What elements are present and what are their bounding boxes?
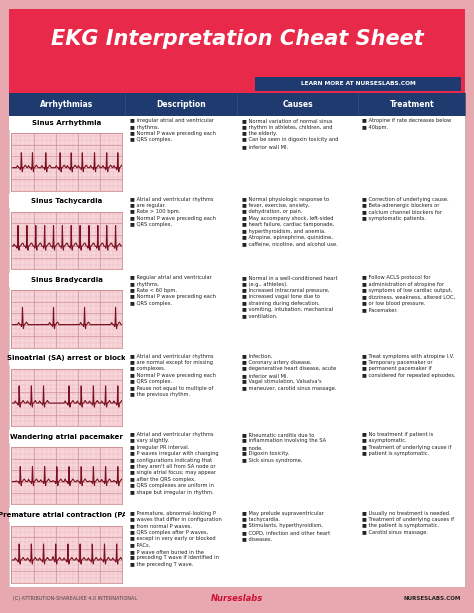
Text: Treatment: Treatment bbox=[390, 100, 434, 109]
Text: EKG Interpretation Cheat Sheet: EKG Interpretation Cheat Sheet bbox=[51, 29, 423, 49]
Text: Premature atrial contraction (PAC): Premature atrial contraction (PAC) bbox=[0, 512, 136, 518]
Text: ■ Correction of underlying cause.
■ Beta-adrenergic blockers or
■ calcium channe: ■ Correction of underlying cause. ■ Beta… bbox=[363, 197, 449, 221]
Text: LEARN MORE AT NURSESLABS.COM: LEARN MORE AT NURSESLABS.COM bbox=[301, 82, 416, 86]
Text: (C) ATTRIBUTION-SHAREALIKE 4.0 INTERNATIONAL: (C) ATTRIBUTION-SHAREALIKE 4.0 INTERNATI… bbox=[13, 596, 137, 601]
Text: Description: Description bbox=[156, 100, 206, 109]
Text: ■ Atrial and ventricular rhythms
■ are regular.
■ Rate > 100 bpm.
■ Normal P wav: ■ Atrial and ventricular rhythms ■ are r… bbox=[129, 197, 215, 227]
Text: Sinus Bradycardia: Sinus Bradycardia bbox=[31, 276, 103, 283]
Text: Nurseslabs: Nurseslabs bbox=[211, 594, 263, 603]
Text: ■ Regular atrial and ventricular
■ rhythms.
■ Rate < 60 bpm.
■ Normal P wave pre: ■ Regular atrial and ventricular ■ rhyth… bbox=[129, 275, 215, 306]
Text: ■ Atrial and ventricular rhythms
■ vary slightly.
■ Irregular PR interval.
■ P w: ■ Atrial and ventricular rhythms ■ vary … bbox=[129, 432, 218, 495]
Text: ■ Normal in a well-conditioned heart
■ (e.g., athletes).
■ Increased intracrania: ■ Normal in a well-conditioned heart ■ (… bbox=[242, 275, 337, 319]
Bar bbox=[255, 77, 461, 91]
Text: ■ Normal variation of normal sinus
■ rhythm in athletes, children, and
■ the eld: ■ Normal variation of normal sinus ■ rhy… bbox=[242, 118, 338, 149]
Text: Sinoatrial (SA) arrest or block: Sinoatrial (SA) arrest or block bbox=[8, 355, 126, 361]
Text: ■ Usually no treatment is needed.
■ Treatment of underlying causes if
■ the pati: ■ Usually no treatment is needed. ■ Trea… bbox=[363, 511, 455, 535]
Text: ■ Normal physiologic response to
■ fever, exercise, anxiety,
■ dehydration, or p: ■ Normal physiologic response to ■ fever… bbox=[242, 197, 337, 246]
Text: Sinus Tachycardia: Sinus Tachycardia bbox=[31, 198, 102, 204]
Text: ■ Infection.
■ Coronary artery disease,
■ degenerative heart disease, acute
■ in: ■ Infection. ■ Coronary artery disease, … bbox=[242, 354, 337, 390]
Text: ■ Follow ACLS protocol for
■ administration of atropine for
■ symptoms of low ca: ■ Follow ACLS protocol for ■ administrat… bbox=[363, 275, 456, 312]
Text: Causes: Causes bbox=[282, 100, 313, 109]
Text: ■ May prelude supraventricular
■ tachycardia.
■ Stimulants, hyperthyroidism,
■ C: ■ May prelude supraventricular ■ tachyca… bbox=[242, 511, 330, 541]
Text: Arrhythmias: Arrhythmias bbox=[40, 100, 93, 109]
Text: ■ Treat symptoms with atropine I.V.
■ Temporary pacemaker or
■ permanent pacemak: ■ Treat symptoms with atropine I.V. ■ Te… bbox=[363, 354, 456, 378]
Text: ■ irregular atrial and ventricular
■ rhythms.
■ Normal P wave preceding each
■ Q: ■ irregular atrial and ventricular ■ rhy… bbox=[129, 118, 215, 142]
Text: NURSESLABS.COM: NURSESLABS.COM bbox=[403, 596, 461, 601]
Text: ■ Atropine if rate decreases below
■ 40bpm.: ■ Atropine if rate decreases below ■ 40b… bbox=[363, 118, 452, 129]
Text: ■ Premature, abnormal-looking P
■ waves that differ in configuration
■ from norm: ■ Premature, abnormal-looking P ■ waves … bbox=[129, 511, 221, 567]
Text: ■ No treatment if patient is
■ asymptomatic.
■ Treatment of underlying cause if
: ■ No treatment if patient is ■ asymptoma… bbox=[363, 432, 452, 456]
Text: Sinus Arrhythmia: Sinus Arrhythmia bbox=[32, 120, 101, 126]
Text: ■ Atrial and ventricular rhythms
■ are normal except for missing
■ complexes.
■ : ■ Atrial and ventricular rhythms ■ are n… bbox=[129, 354, 215, 397]
Text: ■ Rheumatic carditis due to
■ inflammation involving the SA
■ node.
■ Digoxin to: ■ Rheumatic carditis due to ■ inflammati… bbox=[242, 432, 326, 463]
Text: Wandering atrial pacemaker: Wandering atrial pacemaker bbox=[10, 433, 123, 440]
